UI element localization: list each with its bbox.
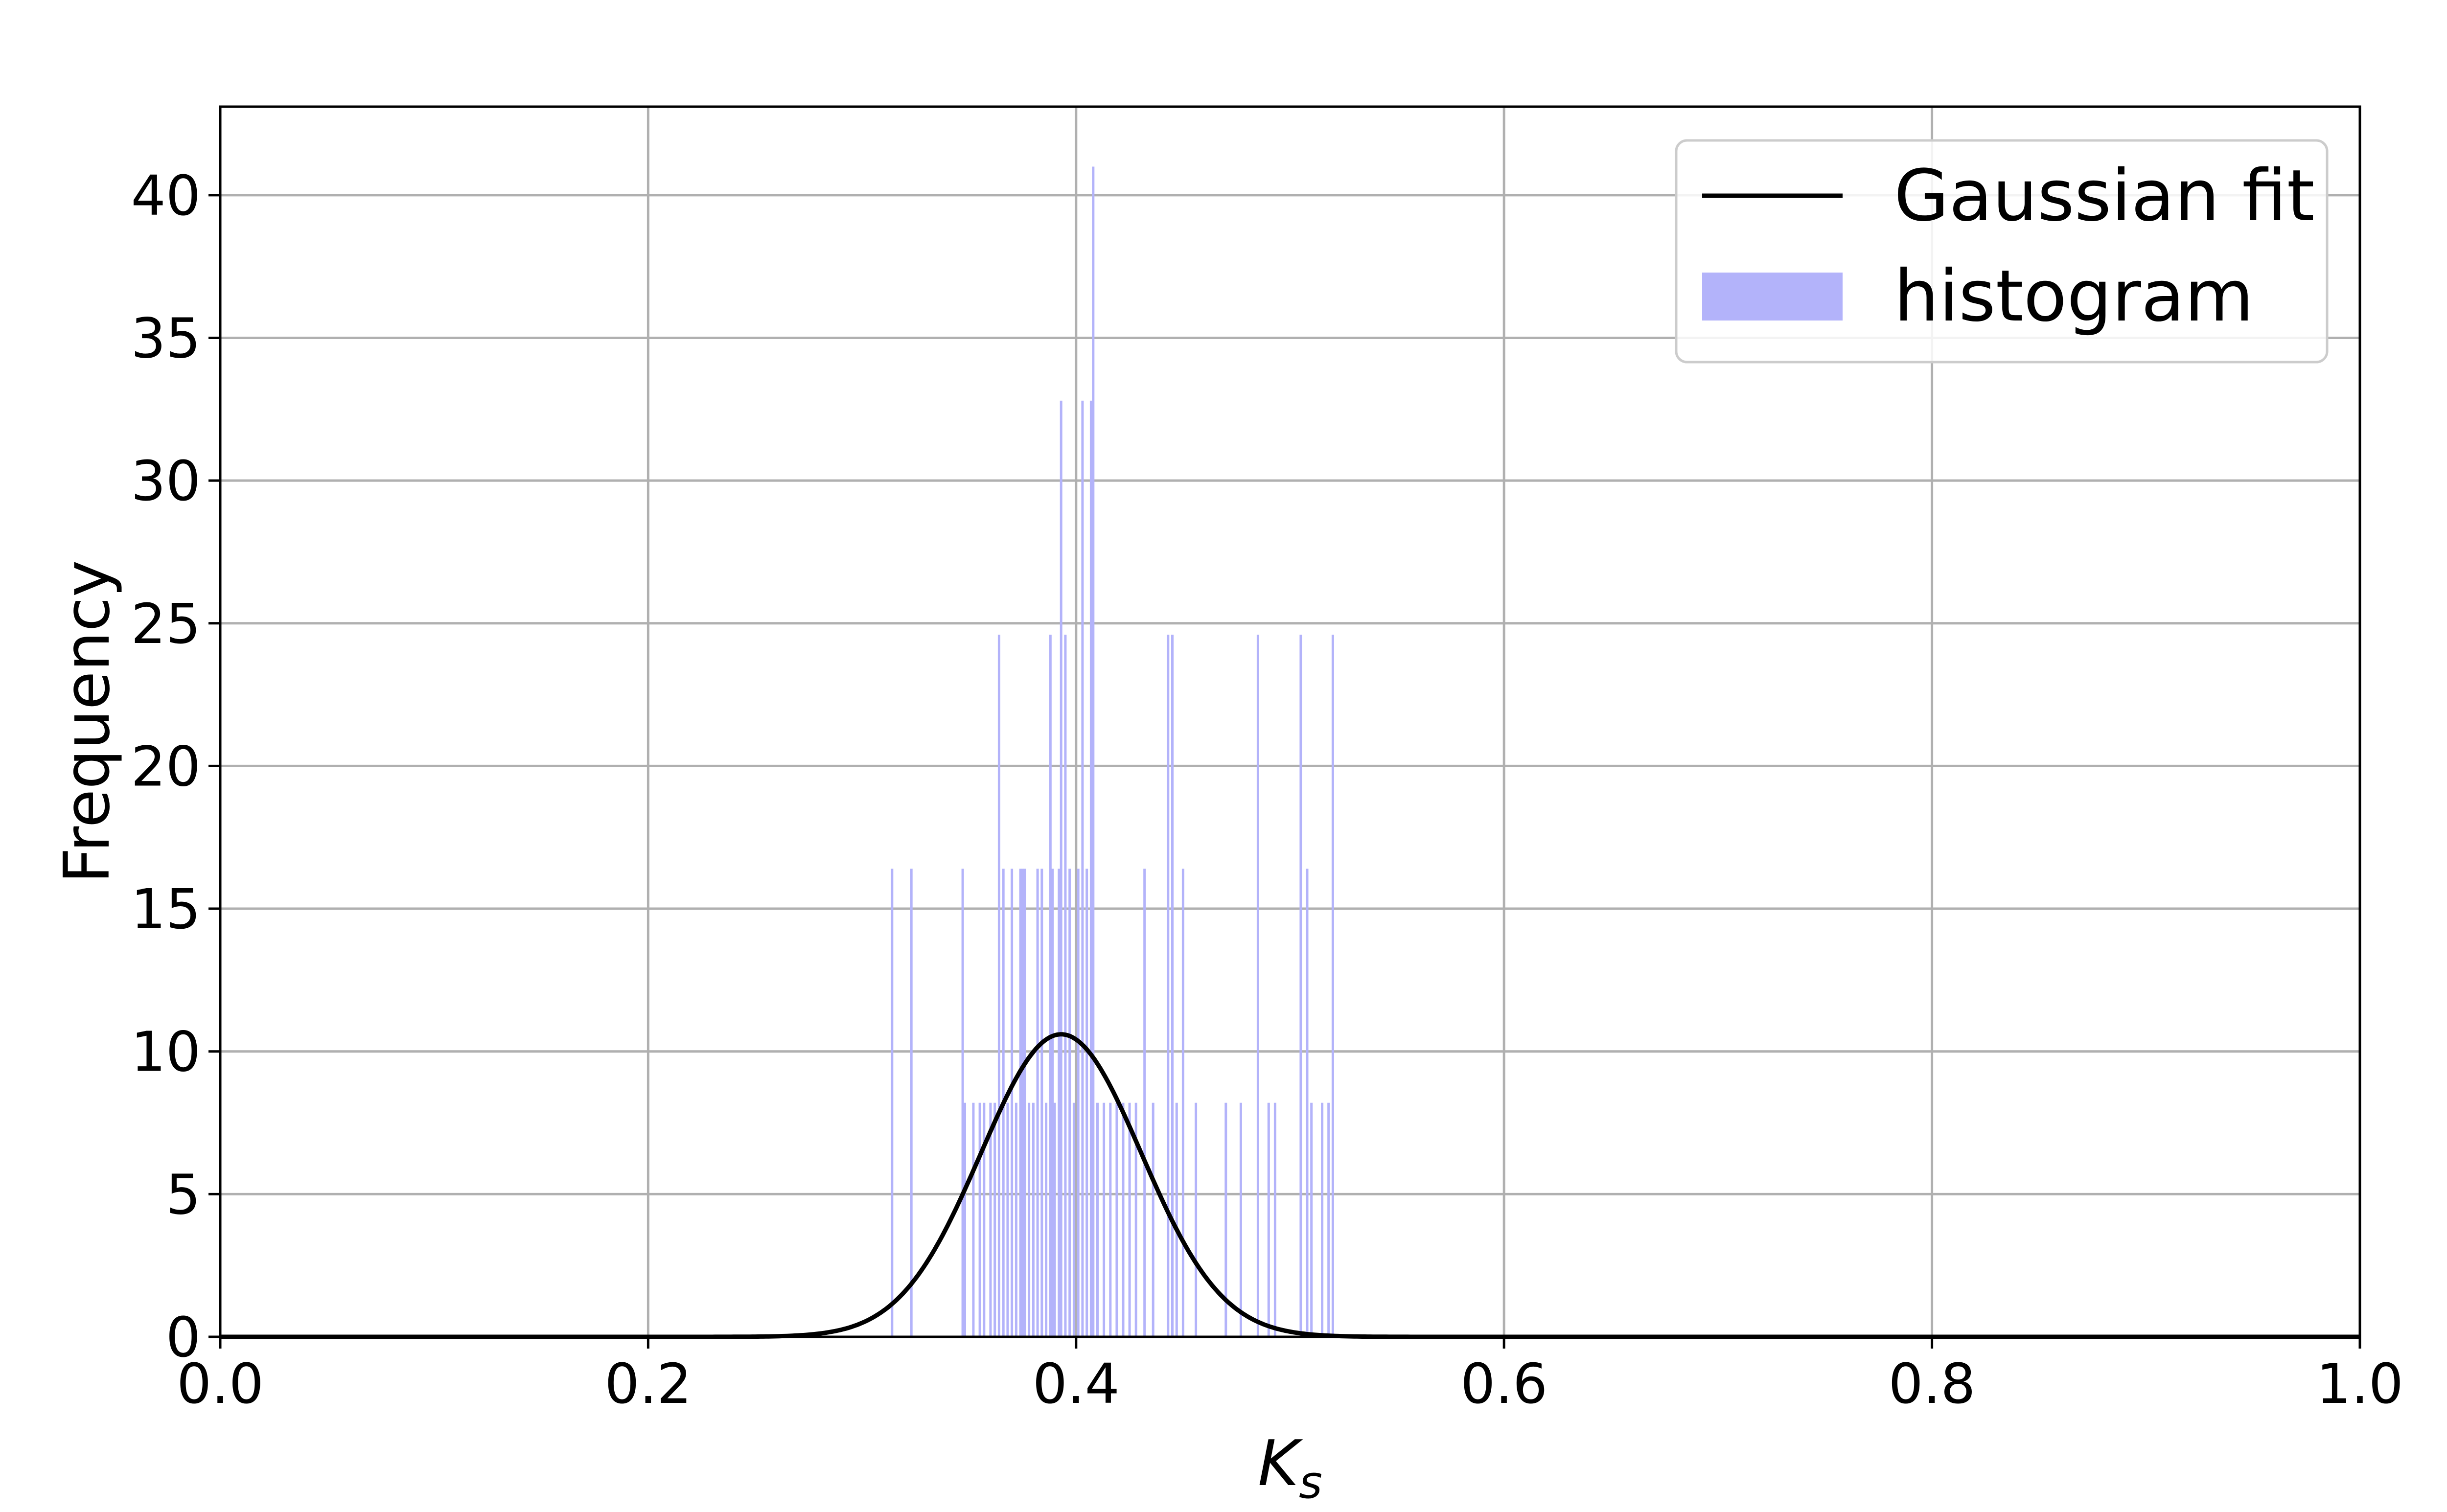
histogram-bar	[964, 1102, 966, 1337]
y-tick-label: 20	[131, 735, 201, 799]
grid-lines	[219, 107, 2361, 1338]
y-tick-label: 30	[131, 450, 201, 513]
histogram-bar	[1032, 1102, 1035, 1337]
histogram-bar	[1045, 1102, 1048, 1337]
histogram-bar	[1051, 869, 1054, 1337]
x-tick-label: 1.0	[2316, 1352, 2403, 1416]
legend-histogram-label: histogram	[1894, 255, 2254, 338]
histogram-bar	[1331, 635, 1334, 1337]
histogram-bar	[1310, 1102, 1313, 1337]
x-tick-label: 0.4	[1033, 1352, 1120, 1416]
histogram-bar	[1028, 1102, 1031, 1337]
histogram-bar	[1181, 869, 1184, 1337]
legend-histogram-swatch	[1702, 273, 1843, 321]
histogram-bar	[989, 1102, 992, 1337]
histogram-bar	[1224, 1102, 1227, 1337]
histogram-bar	[1036, 869, 1039, 1337]
histogram-bar	[1023, 869, 1026, 1337]
y-tick-label: 15	[131, 878, 201, 941]
histogram-bar	[1019, 869, 1022, 1337]
histogram-bar	[1109, 1102, 1112, 1337]
histogram-bar	[1273, 1102, 1276, 1337]
histogram-bar	[1171, 635, 1174, 1337]
histogram-bar	[1267, 1102, 1270, 1337]
y-tick-label: 25	[131, 593, 201, 656]
plot-frame	[219, 105, 2361, 1338]
histogram-bar	[983, 1102, 986, 1337]
histogram-bar	[1011, 869, 1014, 1337]
histogram-bar	[1015, 1102, 1017, 1337]
legend: Gaussian fit histogram	[1675, 139, 2329, 364]
x-tick-label: 0.6	[1460, 1352, 1547, 1416]
y-tick-label: 35	[131, 307, 201, 370]
histogram-bar	[1299, 635, 1302, 1337]
histogram-bar	[1152, 1102, 1154, 1337]
histogram-bar	[1327, 1102, 1330, 1337]
histogram-bar	[1306, 869, 1309, 1337]
histogram-bar	[1239, 1102, 1242, 1337]
x-axis-label: Ks	[1258, 1427, 1322, 1509]
histogram-bar	[961, 869, 964, 1337]
histogram-bar	[972, 1102, 975, 1337]
legend-gaussian-fit-label: Gaussian fit	[1894, 155, 2315, 237]
x-tick-label: 0.0	[177, 1352, 264, 1416]
histogram-bar	[1077, 869, 1080, 1337]
y-axis-label: Frequency	[51, 560, 124, 883]
histogram-bar	[1096, 1102, 1099, 1337]
x-axis-ticks: 0.0 0.2 0.4 0.6 0.8 1.0	[177, 1337, 2403, 1416]
x-tick-label: 0.8	[1889, 1352, 1976, 1416]
histogram-bar	[1021, 869, 1024, 1337]
y-axis-ticks: 0 5 10 15 20 25 30 35 40	[131, 164, 220, 1370]
histogram-bar	[1103, 1102, 1106, 1337]
histogram-bar	[1089, 400, 1092, 1337]
histogram-bar	[993, 1102, 996, 1337]
histogram-bar	[997, 635, 1000, 1337]
x-axis-label-subscript: s	[1299, 1456, 1322, 1509]
histogram-bar	[1053, 1102, 1056, 1337]
histogram-bar	[1064, 635, 1067, 1337]
histogram-bar	[1060, 400, 1062, 1337]
histogram-bar	[1072, 1102, 1075, 1337]
x-axis-label-base: K	[1258, 1427, 1303, 1500]
histogram-bar	[1068, 869, 1071, 1337]
histogram-bar	[1092, 166, 1095, 1337]
histogram-bar	[1081, 400, 1084, 1337]
histogram-bar	[1115, 1102, 1118, 1337]
histogram-bar	[1143, 869, 1146, 1337]
y-tick-label: 10	[131, 1021, 201, 1084]
histogram-bar	[1122, 1102, 1125, 1337]
histogram-bar	[910, 869, 913, 1337]
histogram-bar	[1006, 1102, 1009, 1337]
y-tick-label: 0	[166, 1306, 201, 1370]
histogram-bar	[1134, 1102, 1137, 1337]
histogram-bars	[891, 166, 1334, 1337]
histogram-bar	[1085, 869, 1088, 1337]
histogram-bar	[1128, 1102, 1131, 1337]
histogram-bar	[1167, 635, 1170, 1337]
y-tick-label: 40	[131, 164, 201, 228]
histogram-bar	[1040, 869, 1043, 1337]
x-tick-label: 0.2	[604, 1352, 692, 1416]
y-tick-label: 5	[166, 1163, 201, 1227]
histogram-bar	[1058, 869, 1061, 1337]
histogram-bar	[1195, 1102, 1198, 1337]
histogram-bar	[978, 1102, 981, 1337]
histogram-bar	[891, 869, 894, 1337]
histogram-bar	[1049, 635, 1052, 1337]
histogram-bar	[1175, 1102, 1178, 1337]
histogram-bar	[1256, 635, 1259, 1337]
histogram-bar	[1321, 1102, 1324, 1337]
